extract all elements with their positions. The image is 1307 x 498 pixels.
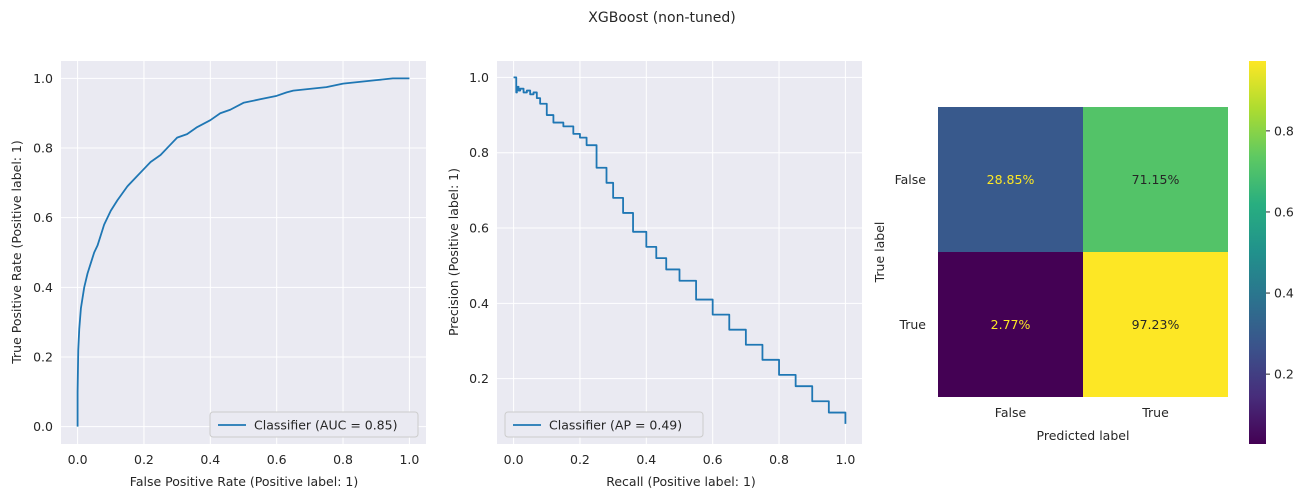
roc-x-tick-label: 1.0 [399,452,419,467]
pr-y-tick-label: 0.8 [469,145,489,160]
roc-y-axis-label: True Positive Rate (Positive label: 1) [9,140,24,365]
confusion-matrix-cells: 28.85% 71.15% 2.77% 97.23% [938,107,1228,397]
roc-legend-label: Classifier (AUC = 0.85) [254,418,397,433]
roc-y-tick-label: 0.2 [33,349,53,364]
pr-y-tick-label: 0.6 [469,221,489,236]
cm-cell-label: 2.77% [991,317,1031,332]
roc-grid [61,61,426,444]
pr-ticks: 0.0 0.2 0.4 0.6 0.8 1.0 0.2 0.4 0.6 0.8 1.0 [469,70,855,467]
cm-cell [938,252,1083,397]
pr-x-tick-label: 0.4 [636,452,656,467]
roc-legend-box [209,411,419,438]
cm-y-axis-label: True label [872,222,887,284]
colorbar [1249,61,1266,444]
pr-x-axis-label: Recall (Positive label: 1) [606,474,756,489]
figure-title: XGBoost (non-tuned) [588,10,735,26]
cm-y-tick-label: True [898,317,926,332]
colorbar-tick-label: 0.2 [1274,367,1294,382]
pr-x-tick-label: 0.2 [570,452,590,467]
roc-y-tick-label: 0.0 [33,419,53,434]
cm-cell [1083,107,1228,252]
roc-x-tick-label: 0.8 [333,452,353,467]
cm-cell [1083,252,1228,397]
roc-y-tick-label: 0.8 [33,141,53,156]
roc-x-axis-label: False Positive Rate (Positive label: 1) [130,474,358,489]
cm-cell-label: 97.23% [1132,317,1180,332]
roc-ticks: 0.0 0.2 0.4 0.6 0.8 1.0 0.0 0.2 0.4 0.6 0.8 1.0 [33,71,419,467]
cm-y-tick-label: False [895,172,927,187]
roc-y-tick-label: 0.6 [33,210,53,225]
roc-plot-area [61,61,426,444]
roc-series-line [76,77,410,427]
cm-x-tick-label: False [995,405,1027,420]
confusion-matrix-ticks: False True False True [895,172,1169,420]
roc-chart: 0.0 0.2 0.4 0.6 0.8 1.0 0.0 0.2 0.4 0.6 0.8 1.0 Fal… [9,61,426,489]
pr-y-tick-label: 1.0 [469,70,489,85]
roc-x-tick-label: 0.4 [200,452,220,467]
pr-chart: 0.0 0.2 0.4 0.6 0.8 1.0 0.2 0.4 0.6 0.8 1.0 Recall… [446,61,862,489]
pr-legend: Classifier (AP = 0.49) [504,411,704,438]
roc-legend: Classifier (AUC = 0.85) [209,411,419,438]
pr-x-tick-label: 1.0 [835,452,855,467]
roc-x-tick-label: 0.0 [68,452,88,467]
pr-x-tick-label: 0.8 [769,452,789,467]
roc-y-tick-label: 0.4 [33,280,53,295]
pr-plot-area [497,61,862,444]
pr-legend-box [504,411,704,438]
pr-x-tick-label: 0.6 [703,452,723,467]
colorbar-tick-label: 0.8 [1274,123,1294,138]
confusion-matrix-chart: 28.85% 71.15% 2.77% 97.23% False True False Tr… [872,61,1294,444]
pr-y-axis-label: Precision (Positive label: 1) [446,168,461,336]
pr-grid [497,61,862,444]
cm-cell-label: 71.15% [1132,172,1180,187]
colorbar-tick-label: 0.4 [1274,286,1294,301]
pr-legend-label: Classifier (AP = 0.49) [549,418,682,433]
pr-series-line [513,76,847,424]
cm-x-tick-label: True [1141,405,1169,420]
colorbar-tick-label: 0.6 [1274,204,1294,219]
cm-cell-label: 28.85% [987,172,1035,187]
pr-x-tick-label: 0.0 [504,452,524,467]
roc-x-tick-label: 0.2 [134,452,154,467]
roc-y-tick-label: 1.0 [33,71,53,86]
pr-y-tick-label: 0.4 [469,296,489,311]
roc-x-tick-label: 0.6 [267,452,287,467]
pr-y-tick-label: 0.2 [469,371,489,386]
cm-cell [938,107,1083,252]
cm-x-axis-label: Predicted label [1037,428,1130,443]
colorbar-ticks: 0.2 0.4 0.6 0.8 [1266,123,1294,382]
